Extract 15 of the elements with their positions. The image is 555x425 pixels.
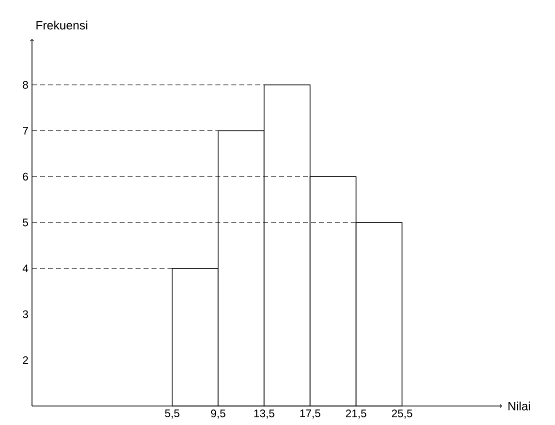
x-tick-label: 25,5	[392, 410, 412, 419]
y-tick-label: 8	[22, 81, 28, 89]
y-tick-label: 4	[22, 264, 28, 272]
x-tick-label: 5,5	[165, 410, 180, 418]
y-tick-label: 6	[22, 172, 28, 181]
y-tick-label: 2	[22, 356, 28, 364]
x-tick-label: 17,5	[300, 410, 320, 418]
y-axis-title: Frekuensi	[36, 20, 88, 30]
y-tick-label: 3	[22, 310, 28, 318]
x-tick-label: 21,5	[346, 410, 366, 419]
x-axis-title: Nilai	[508, 402, 530, 410]
x-tick-label: 13,5	[254, 410, 274, 419]
x-tick-label: 9,5	[211, 410, 226, 419]
y-tick-label: 5	[22, 218, 28, 226]
y-tick-label: 7	[22, 126, 28, 135]
